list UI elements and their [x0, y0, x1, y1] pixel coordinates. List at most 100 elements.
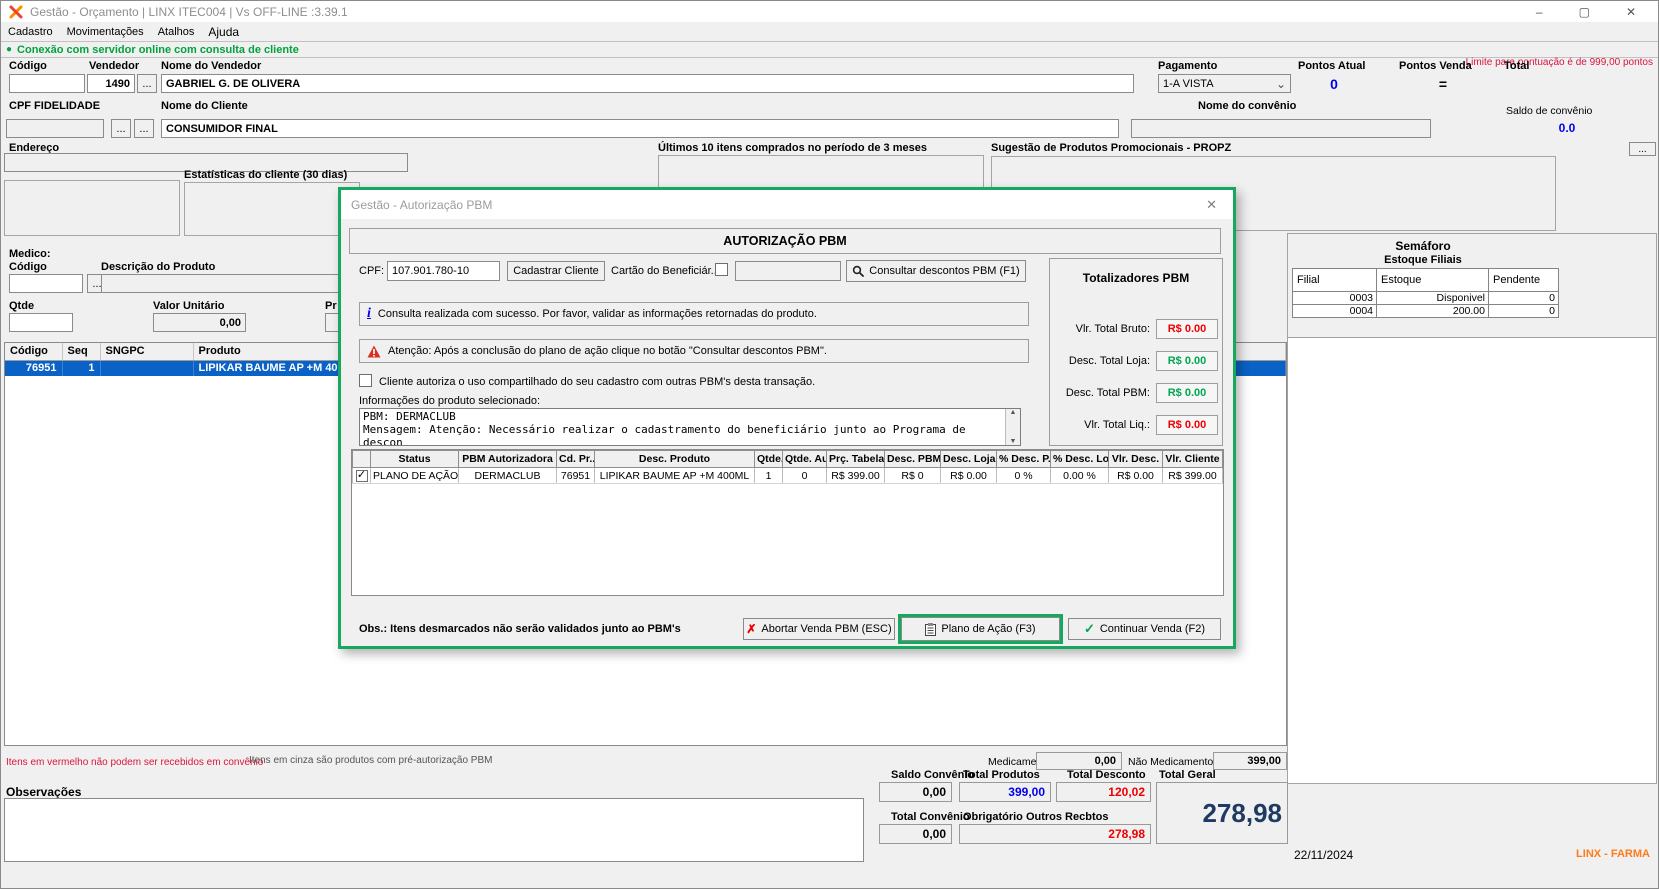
current-date: 22/11/2024: [1294, 848, 1354, 862]
menu-atalhos[interactable]: Atalhos: [157, 25, 195, 38]
cadastrar-cliente-button[interactable]: Cadastrar Cliente: [507, 261, 605, 281]
endereco-input[interactable]: [4, 153, 408, 172]
pbm-col-desc-pbm[interactable]: Desc. PBM: [884, 450, 941, 468]
cliente-lookup-button[interactable]: ...: [134, 119, 154, 138]
pbm-col-desc-produto[interactable]: Desc. Produto: [594, 450, 755, 468]
modal-close-icon[interactable]: ✕: [1206, 196, 1217, 212]
descricao-produto-label: Descrição do Produto: [101, 261, 216, 273]
produto-info-text: PBM: DERMACLUB Mensagem: Atenção: Necess…: [363, 410, 966, 446]
nome-vendedor-input[interactable]: GABRIEL G. DE OLIVERA: [161, 74, 1134, 93]
item-codigo: 76951: [5, 360, 63, 376]
saldo-convenio-value: 0.0: [1558, 121, 1576, 135]
red-items-note: Itens em vermelho não podem ser recebido…: [6, 757, 264, 768]
abort-sale-label: Abortar Venda PBM (ESC): [761, 623, 892, 635]
vendedor-label: Vendedor: [89, 60, 140, 72]
modal-title: Gestão - Autorização PBM: [351, 197, 493, 212]
estoque-row[interactable]: 0003 Disponivel 0: [1292, 291, 1559, 305]
pbm-col-pct-desc-loja[interactable]: % Desc. Lo...: [1050, 450, 1109, 468]
item-seq: 1: [62, 360, 101, 376]
pbm-col-vlr-cliente[interactable]: Vlr. Cliente: [1162, 450, 1223, 468]
plan-action-button[interactable]: Plano de Ação (F3): [901, 617, 1060, 641]
pbm-col-cd-produto[interactable]: Cd. Pr...: [556, 450, 595, 468]
share-pbm-label: Cliente autoriza o uso compartilhado do …: [379, 376, 816, 388]
endereco-label: Endereço: [9, 142, 60, 154]
vendedor-lookup-button[interactable]: ...: [137, 74, 157, 93]
cpf-fidelidade-input[interactable]: [6, 119, 104, 138]
total-geral-box: 278,98: [1156, 782, 1288, 844]
pbm-col-status[interactable]: Status: [370, 450, 459, 468]
cartao-beneficiario-input[interactable]: [735, 261, 841, 281]
menu-cadastro[interactable]: Cadastro: [8, 25, 53, 38]
pbm-col-qtde[interactable]: Qtde.: [754, 450, 783, 468]
codigo-input[interactable]: [9, 74, 85, 93]
estoque-row[interactable]: 0004 200.00 0: [1292, 304, 1559, 318]
pbm-col-desc-loja[interactable]: Desc. Loja: [940, 450, 997, 468]
pbm-col-qtde-aut[interactable]: Qtde. Aut...: [782, 450, 827, 468]
scroll-up-icon[interactable]: ▲: [1009, 409, 1017, 416]
estoque-filiais-title: Estoque Filiais: [1384, 254, 1462, 266]
abort-sale-button[interactable]: ✗ Abortar Venda PBM (ESC): [743, 618, 895, 640]
warning-message-box: Atenção: Após a conclusão do plano de aç…: [359, 339, 1029, 363]
pontos-atual-label: Pontos Atual: [1298, 60, 1366, 72]
estoque-filiais-table[interactable]: Filial Estoque Pendente 0003 Disponivel …: [1292, 268, 1559, 318]
abort-x-icon: ✗: [746, 622, 757, 636]
cpf-lookup-button[interactable]: ...: [111, 119, 131, 138]
clipboard-icon: [925, 622, 937, 636]
connection-statusbar: ● Conexão com servidor online com consul…: [1, 41, 1658, 58]
totalizadores-panel: Totalizadores PBM Vlr. Total Bruto: R$ 0…: [1049, 258, 1223, 446]
scroll-down-icon[interactable]: ▼: [1009, 438, 1017, 445]
pbm-col-vlr-desc[interactable]: Vlr. Desc.: [1108, 450, 1163, 468]
menu-ajuda[interactable]: Ajuda: [208, 24, 240, 39]
qtde-input[interactable]: [9, 313, 73, 332]
pbm-item-vlr-desc: R$ 0.00: [1108, 467, 1163, 484]
pbm-col-autorizadora[interactable]: PBM Autorizadora: [458, 450, 557, 468]
total-pontos-label: Total: [1504, 60, 1530, 72]
cartao-beneficiario-checkbox[interactable]: [715, 263, 728, 276]
close-icon[interactable]: ✕: [1625, 4, 1636, 19]
online-dot-icon: ●: [6, 44, 13, 55]
minimize-icon[interactable]: –: [1535, 4, 1543, 19]
obrigatorio-label: Obrigatório Outros Recbtos: [963, 811, 1109, 823]
semaforo-detail-box: [1288, 337, 1656, 783]
estoque-col[interactable]: Estoque: [1376, 268, 1489, 292]
pagamento-select[interactable]: 1-A VISTA ⌄: [1158, 74, 1291, 93]
cpf-fidelidade-label: CPF FIDELIDADE: [9, 100, 101, 112]
vlr-total-bruto-label: Vlr. Total Bruto:: [1075, 323, 1150, 335]
pbm-item-checkbox[interactable]: ✓: [355, 469, 368, 482]
valor-unitario-input[interactable]: 0,00: [153, 313, 246, 332]
items-col-seq[interactable]: Seq: [62, 343, 101, 361]
sugestao-more-button[interactable]: ...: [1629, 142, 1656, 156]
produto-info-scrollbar[interactable]: ▲ ▼: [1005, 409, 1020, 445]
cpf-input[interactable]: 107.901.780-10: [387, 261, 500, 281]
nome-cliente-input[interactable]: CONSUMIDOR FINAL: [161, 119, 1119, 138]
menu-movimentacoes[interactable]: Movimentações: [66, 25, 144, 38]
items-col-codigo[interactable]: Código: [5, 343, 63, 361]
nome-convenio-input[interactable]: [1131, 119, 1431, 138]
pendente-value: 0: [1488, 304, 1559, 318]
produto-codigo-input[interactable]: [9, 274, 83, 293]
pbm-item-desc-loja: R$ 0.00: [940, 467, 997, 484]
descricao-produto-input[interactable]: [101, 274, 341, 293]
qtde-label: Qtde: [9, 300, 35, 312]
brand-label: LINX - FARMA: [1576, 848, 1650, 860]
produto-info-textarea[interactable]: PBM: DERMACLUB Mensagem: Atenção: Necess…: [359, 408, 1021, 446]
total-desconto-label: Total Desconto: [1067, 769, 1146, 781]
preco-label: Pr: [325, 300, 337, 312]
pbm-item-row[interactable]: ✓ PLANO DE AÇÃO DERMACLUB 76951 LIPIKAR …: [352, 467, 1223, 484]
pbm-col-pct-desc-pbm[interactable]: % Desc. P...: [996, 450, 1051, 468]
observacoes-textarea[interactable]: [4, 798, 864, 862]
share-pbm-checkbox[interactable]: [359, 374, 372, 387]
pbm-item-desc-pbm: R$ 0: [884, 467, 941, 484]
filial-col[interactable]: Filial: [1292, 268, 1377, 292]
pbm-col-prc-tabela[interactable]: Prç. Tabela: [826, 450, 885, 468]
desc-total-loja-label: Desc. Total Loja:: [1068, 355, 1150, 367]
pontos-equals: =: [1438, 76, 1448, 92]
vlr-total-bruto-value: R$ 0.00: [1156, 319, 1218, 339]
items-col-sngpc[interactable]: SNGPC: [100, 343, 194, 361]
continue-sale-button[interactable]: ✓ Continuar Venda (F2): [1068, 618, 1221, 640]
vendedor-input[interactable]: 1490: [87, 74, 135, 93]
pendente-col[interactable]: Pendente: [1488, 268, 1559, 292]
maximize-icon[interactable]: ▢: [1578, 4, 1590, 19]
pbm-items-grid[interactable]: Status PBM Autorizadora Cd. Pr... Desc. …: [351, 449, 1224, 596]
consultar-descontos-button[interactable]: Consultar descontos PBM (F1): [846, 260, 1026, 282]
